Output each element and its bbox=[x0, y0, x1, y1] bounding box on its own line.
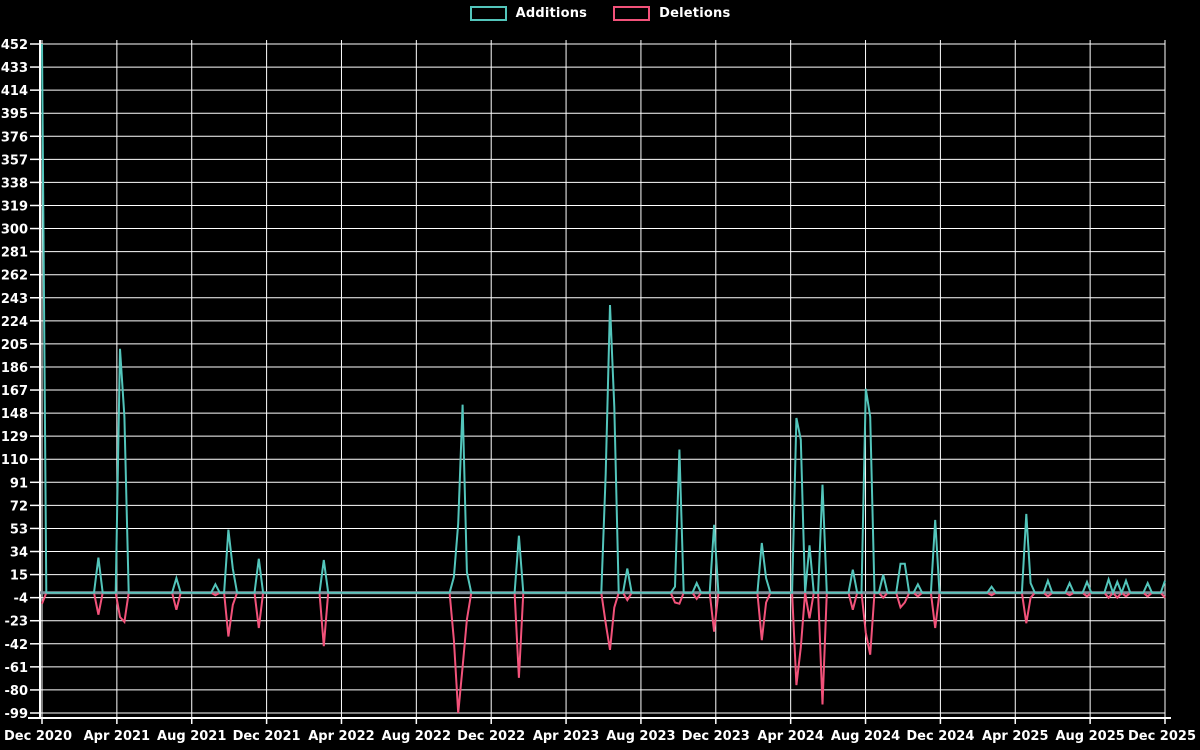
x-tick-label: Aug 2021 bbox=[157, 729, 226, 744]
chart-legend: Additions Deletions bbox=[0, 6, 1200, 21]
y-tick-label: 91 bbox=[10, 476, 28, 491]
x-axis-labels: Dec 2020 Apr 2021 Aug 2021 Dec 2021 Apr 2022… bbox=[4, 729, 1196, 744]
legend-item-deletions[interactable]: Deletions bbox=[613, 6, 730, 21]
y-tick-label: -4 bbox=[14, 592, 28, 607]
x-tick-label: Dec 2020 bbox=[4, 729, 72, 744]
x-tick-label: Dec 2024 bbox=[906, 729, 974, 744]
legend-label-additions: Additions bbox=[515, 6, 588, 21]
x-tick-label: Dec 2022 bbox=[457, 729, 525, 744]
y-tick-label: 414 bbox=[1, 84, 28, 99]
x-tick-label: Aug 2023 bbox=[606, 729, 675, 744]
y-tick-label: 338 bbox=[1, 176, 28, 191]
y-tick-label: 15 bbox=[10, 569, 28, 584]
x-tick-label: Dec 2025 bbox=[1128, 729, 1196, 744]
y-tick-label: -61 bbox=[5, 661, 29, 676]
axes bbox=[28, 40, 1171, 719]
y-tick-label: 376 bbox=[1, 130, 28, 145]
y-tick-label: 53 bbox=[10, 522, 28, 537]
x-tick-label: Apr 2023 bbox=[533, 729, 600, 744]
x-tick-label: Aug 2022 bbox=[382, 729, 451, 744]
legend-label-deletions: Deletions bbox=[659, 6, 731, 21]
y-tick-label: 186 bbox=[1, 361, 28, 376]
legend-item-additions[interactable]: Additions bbox=[469, 6, 588, 21]
x-tick-label: Apr 2021 bbox=[84, 729, 151, 744]
x-tick-label: Dec 2021 bbox=[233, 729, 301, 744]
y-tick-label: 205 bbox=[1, 338, 28, 353]
y-tick-label: 167 bbox=[1, 384, 28, 399]
x-tick-label: Apr 2022 bbox=[308, 729, 375, 744]
x-tick-label: Aug 2024 bbox=[831, 729, 900, 744]
y-tick-label: 148 bbox=[1, 407, 28, 422]
deletions-swatch-icon bbox=[613, 6, 651, 21]
y-tick-label: 452 bbox=[1, 38, 28, 53]
y-tick-label: 72 bbox=[10, 499, 28, 514]
y-tick-label: -23 bbox=[5, 615, 29, 630]
y-tick-label: 243 bbox=[1, 292, 28, 307]
additions-swatch-icon bbox=[469, 6, 507, 21]
y-tick-label: 129 bbox=[1, 430, 28, 445]
x-axis-ticks bbox=[41, 718, 1166, 724]
x-tick-label: Dec 2023 bbox=[682, 729, 750, 744]
additions-series-line bbox=[41, 43, 1166, 596]
y-tick-label: 433 bbox=[1, 61, 28, 76]
y-axis-ticks bbox=[30, 43, 40, 714]
y-tick-label: 110 bbox=[1, 453, 28, 468]
y-tick-label: 300 bbox=[1, 223, 28, 238]
y-tick-label: -42 bbox=[5, 638, 29, 653]
y-tick-label: -80 bbox=[5, 684, 29, 699]
x-tick-label: Aug 2025 bbox=[1055, 729, 1124, 744]
y-tick-label: 224 bbox=[1, 315, 28, 330]
y-tick-label: -99 bbox=[5, 707, 29, 722]
gridlines bbox=[40, 40, 1166, 718]
y-tick-label: 281 bbox=[1, 246, 28, 261]
y-tick-label: 34 bbox=[10, 546, 28, 561]
x-tick-label: Apr 2024 bbox=[757, 729, 824, 744]
y-tick-label: 395 bbox=[1, 107, 28, 122]
deletions-series-line bbox=[41, 591, 1166, 714]
y-tick-label: 319 bbox=[1, 199, 28, 214]
y-tick-label: 262 bbox=[1, 269, 28, 284]
x-tick-label: Apr 2025 bbox=[982, 729, 1049, 744]
y-tick-label: 357 bbox=[1, 153, 28, 168]
y-axis-labels: 452 433 414 395 376 357 338 319 300 281 262 243 224 2… bbox=[1, 38, 28, 722]
